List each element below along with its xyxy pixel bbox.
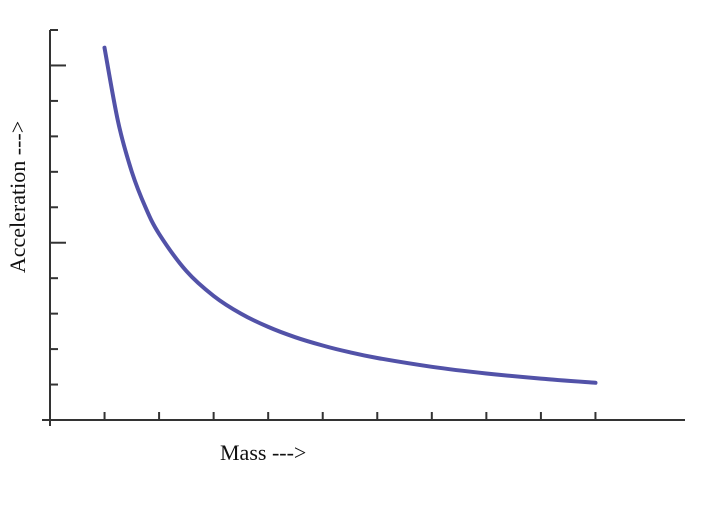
series-group	[102, 45, 598, 385]
x-axis-label: Mass --->	[220, 440, 307, 465]
ticks	[50, 29, 597, 420]
axes	[42, 30, 685, 426]
series-line-0	[102, 45, 598, 385]
y-axis-label: Acceleration --->	[5, 120, 30, 274]
